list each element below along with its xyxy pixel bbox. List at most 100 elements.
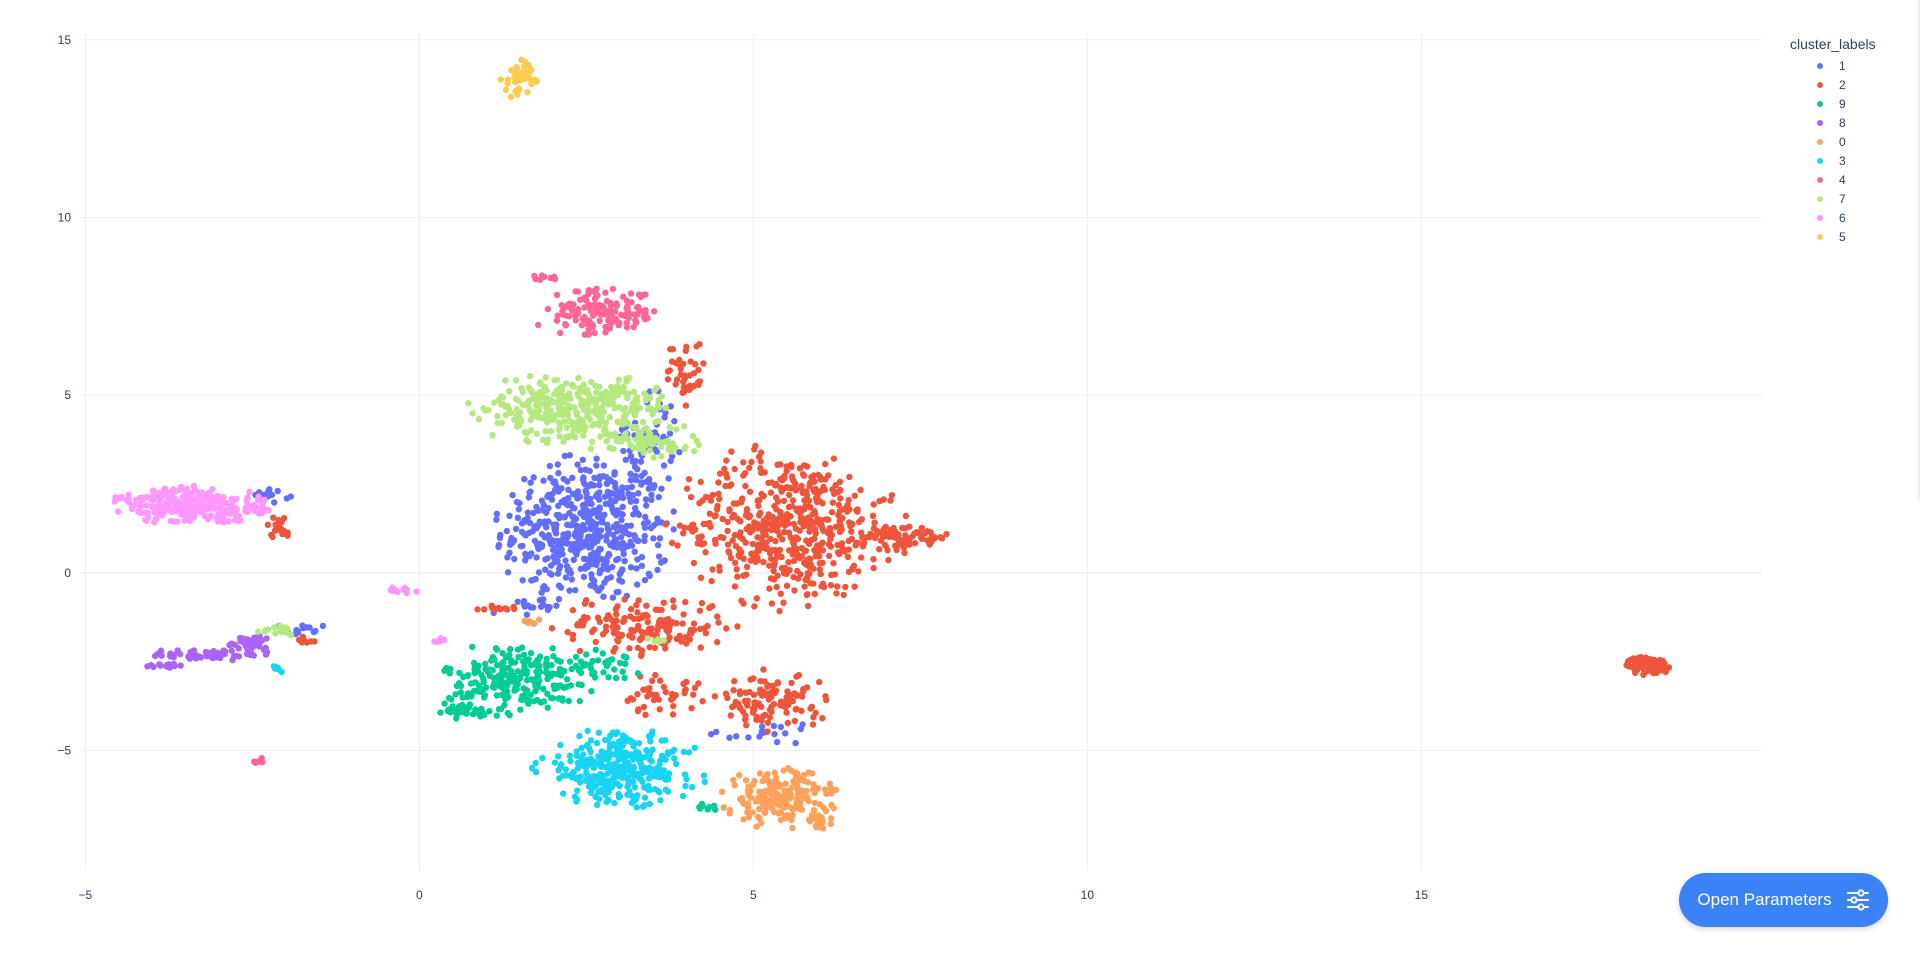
point-cluster-4 <box>566 304 573 311</box>
point-cluster-0 <box>771 792 779 799</box>
point-cluster-7 <box>542 428 549 435</box>
legend-marker-icon <box>1817 233 1823 240</box>
legend-item-7[interactable]: 7 <box>1790 189 1910 208</box>
point-cluster-0 <box>785 787 792 794</box>
legend-item-4[interactable]: 4 <box>1790 170 1910 189</box>
point-cluster-2 <box>1650 669 1657 677</box>
point-cluster-7 <box>545 400 553 407</box>
point-cluster-1 <box>508 534 515 542</box>
point-cluster-1 <box>634 581 641 588</box>
point-cluster-9 <box>706 803 713 811</box>
point-cluster-9 <box>578 681 585 689</box>
point-cluster-2 <box>773 527 780 534</box>
point-cluster-1 <box>592 521 600 528</box>
point-cluster-2 <box>870 564 877 572</box>
point-cluster-9 <box>545 674 552 681</box>
point-cluster-5 <box>497 76 504 83</box>
point-cluster-1 <box>643 502 650 509</box>
point-cluster-3 <box>644 752 651 760</box>
point-cluster-9 <box>504 709 511 717</box>
point-cluster-1 <box>799 721 806 728</box>
point-cluster-4 <box>602 289 609 296</box>
point-cluster-2 <box>755 700 763 707</box>
point-cluster-0 <box>827 785 835 792</box>
point-cluster-2 <box>656 618 663 625</box>
point-cluster-2 <box>699 497 706 504</box>
point-cluster-2 <box>629 696 637 703</box>
point-cluster-1 <box>561 452 568 460</box>
point-cluster-1 <box>627 453 635 460</box>
point-cluster-8 <box>144 663 151 670</box>
point-cluster-2 <box>716 567 723 574</box>
point-cluster-7 <box>630 399 637 407</box>
point-cluster-1 <box>570 556 577 563</box>
point-cluster-3 <box>587 748 594 756</box>
legend-marker-icon <box>1817 81 1823 88</box>
series-0 <box>521 616 840 832</box>
legend-item-1[interactable]: 1 <box>1790 56 1910 75</box>
series-1 <box>252 387 806 747</box>
point-cluster-2 <box>769 682 776 689</box>
point-cluster-7 <box>560 438 567 445</box>
point-cluster-2 <box>716 495 723 503</box>
point-cluster-2 <box>886 533 893 541</box>
legend-item-3[interactable]: 3 <box>1790 151 1910 170</box>
point-cluster-1 <box>618 491 625 498</box>
point-cluster-4 <box>630 323 637 331</box>
point-cluster-2 <box>510 603 517 611</box>
legend-item-5[interactable]: 5 <box>1790 227 1910 246</box>
legend-item-9[interactable]: 9 <box>1790 94 1910 113</box>
point-cluster-7 <box>658 453 665 460</box>
point-cluster-1 <box>589 509 596 517</box>
point-cluster-2 <box>885 556 892 564</box>
point-cluster-3 <box>576 733 583 740</box>
point-cluster-2 <box>755 541 762 548</box>
point-cluster-2 <box>776 607 783 615</box>
legend-item-0[interactable]: 0 <box>1790 132 1910 151</box>
point-cluster-4 <box>623 297 630 304</box>
point-cluster-2 <box>791 717 799 725</box>
point-cluster-2 <box>823 516 830 523</box>
point-cluster-2 <box>938 535 946 542</box>
point-cluster-1 <box>594 513 601 520</box>
point-cluster-2 <box>723 625 730 632</box>
point-cluster-9 <box>494 661 501 669</box>
point-cluster-3 <box>615 794 623 801</box>
point-cluster-8 <box>247 637 254 645</box>
point-cluster-2 <box>275 521 283 528</box>
point-cluster-1 <box>662 409 669 417</box>
point-cluster-2 <box>780 497 788 505</box>
legend-item-8[interactable]: 8 <box>1790 113 1910 132</box>
open-parameters-button[interactable]: Open Parameters <box>1679 873 1888 927</box>
point-cluster-2 <box>803 561 810 568</box>
point-cluster-7 <box>566 390 573 397</box>
point-cluster-0 <box>726 806 734 814</box>
point-cluster-2 <box>788 679 795 687</box>
point-cluster-7 <box>575 374 582 382</box>
legend-item-6[interactable]: 6 <box>1790 208 1910 227</box>
point-cluster-7 <box>566 417 573 424</box>
point-cluster-2 <box>758 525 765 532</box>
legend-item-2[interactable]: 2 <box>1790 75 1910 94</box>
point-cluster-1 <box>524 509 532 516</box>
point-cluster-7 <box>600 427 608 434</box>
point-cluster-4 <box>627 290 635 297</box>
point-cluster-2 <box>811 535 818 542</box>
legend-items: 1 2 9 8 0 3 4 7 6 5 <box>1790 56 1910 246</box>
point-cluster-3 <box>597 758 605 765</box>
point-cluster-2 <box>773 494 780 501</box>
point-cluster-2 <box>750 691 758 698</box>
point-cluster-7 <box>681 423 688 430</box>
point-cluster-9 <box>517 706 524 713</box>
legend-marker-icon <box>1817 195 1823 202</box>
point-cluster-2 <box>810 565 817 572</box>
point-cluster-1 <box>538 589 545 596</box>
point-cluster-7 <box>556 396 564 403</box>
point-cluster-7 <box>664 437 672 445</box>
point-cluster-2 <box>696 535 704 542</box>
point-cluster-2 <box>742 539 749 546</box>
point-cluster-9 <box>612 674 620 682</box>
point-cluster-1 <box>627 470 634 478</box>
point-cluster-2 <box>700 520 707 528</box>
